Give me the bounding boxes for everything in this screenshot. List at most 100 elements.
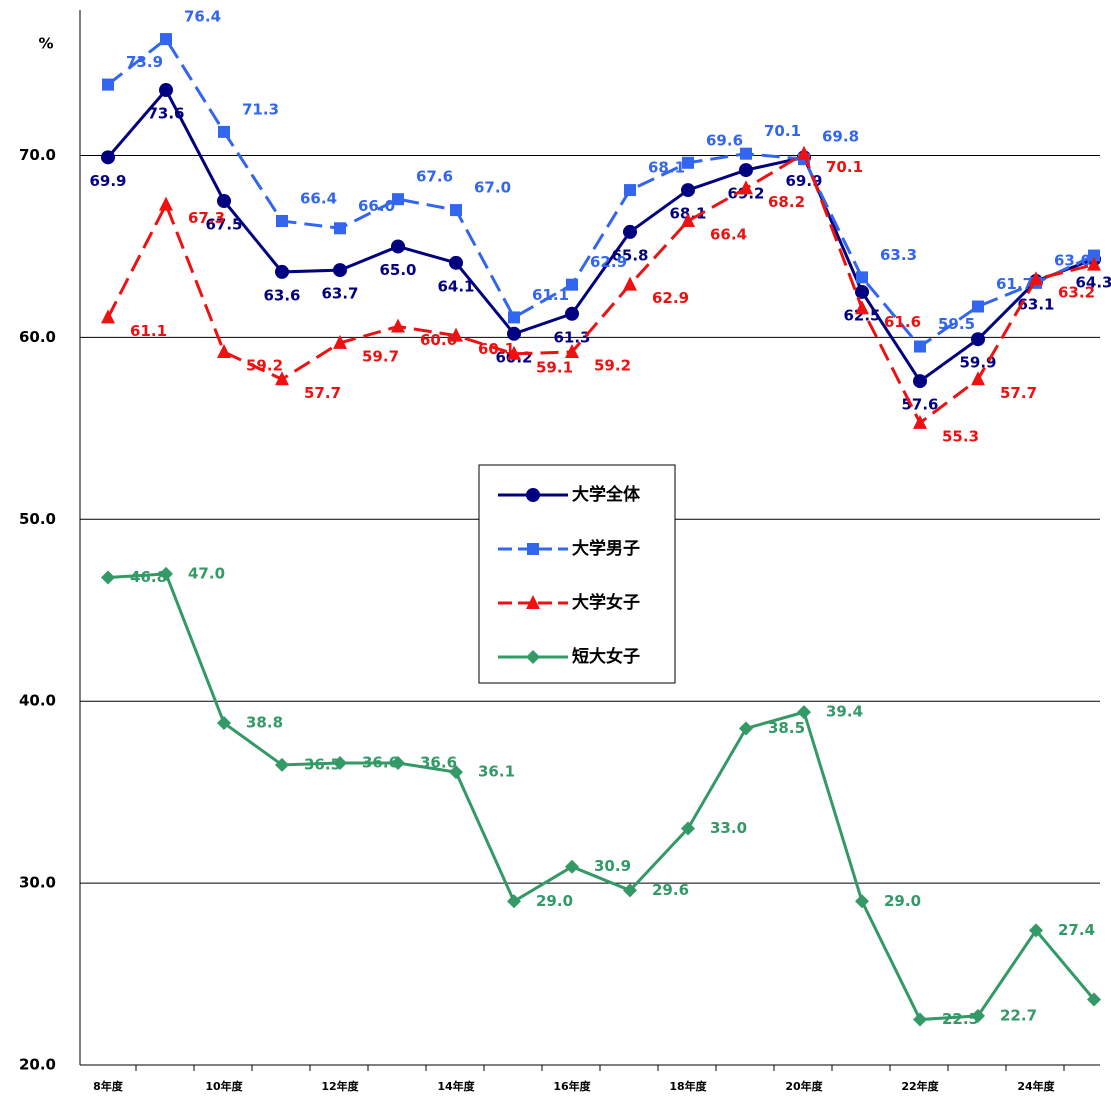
data-point <box>507 894 521 909</box>
data-label: 67.0 <box>474 179 511 197</box>
data-point <box>102 78 114 91</box>
data-point <box>565 306 579 321</box>
data-label: 73.9 <box>126 53 163 71</box>
data-point <box>623 224 637 239</box>
data-label: 69.9 <box>89 172 126 190</box>
data-point <box>739 721 753 736</box>
data-point <box>449 765 463 780</box>
data-label: 36.6 <box>420 754 457 772</box>
legend-label: 短大女子 <box>572 646 640 667</box>
data-label: 62.5 <box>843 306 880 324</box>
data-label: 62.9 <box>652 289 689 307</box>
legend-marker <box>526 650 540 664</box>
data-label: 62.9 <box>590 253 627 271</box>
data-point <box>739 180 753 195</box>
data-point <box>507 345 521 360</box>
data-label: 67.3 <box>188 209 225 227</box>
data-point <box>856 271 868 284</box>
data-point <box>159 196 173 211</box>
data-label: 68.2 <box>768 193 805 211</box>
data-label: 67.6 <box>416 168 453 186</box>
data-label: 60.1 <box>478 340 515 358</box>
series-line <box>106 87 1095 384</box>
data-point <box>159 83 173 98</box>
x-tick-label: 12年度 <box>321 1079 359 1093</box>
data-label: 59.2 <box>594 356 631 374</box>
data-label: 69.6 <box>706 131 743 149</box>
data-point <box>275 264 289 279</box>
data-label: 69.8 <box>822 128 859 146</box>
data-point <box>972 300 984 313</box>
data-label: 63.2 <box>1058 284 1095 302</box>
data-label: 59.9 <box>959 354 996 372</box>
data-point <box>740 147 752 160</box>
y-tick-label: 70.0 <box>19 146 56 164</box>
data-point <box>1029 271 1043 286</box>
y-tick-label: 30.0 <box>19 874 56 892</box>
series-line <box>107 572 1096 1022</box>
data-label: 63.6 <box>263 286 300 304</box>
data-point <box>566 278 578 291</box>
data-point <box>855 300 869 315</box>
data-label: 29.0 <box>536 892 573 910</box>
data-label: 38.8 <box>246 714 283 732</box>
data-point <box>391 318 405 333</box>
data-point <box>1029 923 1043 938</box>
legend-label: 大学男子 <box>572 538 640 559</box>
legend-marker <box>526 488 540 502</box>
data-label: 68.1 <box>648 159 685 177</box>
x-tick-label: 24年度 <box>1017 1079 1055 1093</box>
data-label: 36.1 <box>478 763 515 781</box>
data-label: 29.6 <box>652 881 689 899</box>
data-label: 64.3 <box>1075 274 1111 292</box>
data-label: 55.3 <box>942 427 979 445</box>
data-label: 59.2 <box>246 356 283 374</box>
data-label: 63.7 <box>321 285 358 303</box>
data-point <box>624 184 636 197</box>
data-point <box>914 340 926 353</box>
y-axis-label: % <box>38 35 53 53</box>
data-point <box>739 163 753 178</box>
legend-box <box>478 464 676 684</box>
y-tick-label: 60.0 <box>19 328 56 346</box>
data-label: 22.5 <box>942 1010 979 1028</box>
data-point <box>681 821 695 836</box>
data-label: 33.0 <box>710 819 747 837</box>
data-point <box>334 222 346 235</box>
data-point <box>565 859 579 874</box>
legend-marker <box>526 595 540 609</box>
data-point <box>971 332 985 347</box>
data-label: 59.7 <box>362 347 399 365</box>
data-point <box>681 183 695 198</box>
data-label: 66.4 <box>710 226 747 244</box>
data-label: 57.7 <box>304 384 341 402</box>
data-label: 61.3 <box>553 328 590 346</box>
data-label: 70.1 <box>764 122 801 140</box>
data-point <box>797 705 811 720</box>
data-point <box>913 414 927 429</box>
data-label: 76.4 <box>184 8 221 26</box>
data-point <box>971 1008 985 1023</box>
data-point <box>101 570 115 585</box>
x-tick-label: 8年度 <box>93 1079 124 1093</box>
data-point <box>507 326 521 341</box>
data-point <box>623 276 637 291</box>
data-label: 59.1 <box>536 358 573 376</box>
x-tick-label: 18年度 <box>669 1079 707 1093</box>
data-point <box>276 215 288 227</box>
data-point <box>913 374 927 389</box>
data-point <box>217 193 231 208</box>
data-point <box>333 263 347 278</box>
y-tick-label: 20.0 <box>19 1056 56 1074</box>
data-point <box>333 334 347 349</box>
data-label: 64.1 <box>437 277 474 295</box>
data-label: 63.0 <box>1054 251 1091 269</box>
data-point <box>101 309 115 324</box>
x-tick-label: 16年度 <box>553 1079 591 1093</box>
data-label: 36.5 <box>304 755 341 773</box>
data-point <box>217 716 231 731</box>
data-label: 57.6 <box>901 396 938 414</box>
data-point <box>449 327 463 342</box>
